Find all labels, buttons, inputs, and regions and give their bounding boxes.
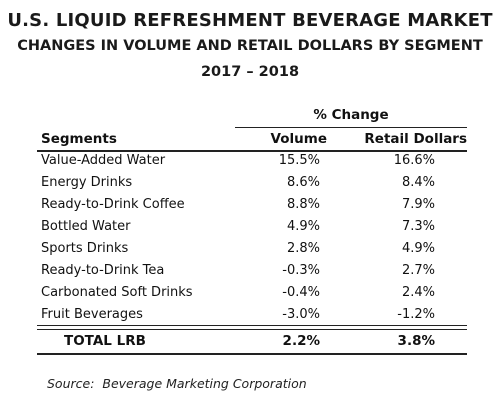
percent-change-header: % Change [313, 107, 389, 123]
table-row: Fruit Beverages -3.0% -1.2% [0, 304, 500, 326]
column-header-volume: Volume [270, 131, 327, 147]
segment-name: Fruit Beverages [41, 307, 143, 322]
segment-name: Sports Drinks [41, 241, 129, 256]
segment-name: Energy Drinks [41, 175, 133, 190]
segment-name: Value-Added Water [41, 153, 166, 168]
retail-dollars-change: 7.3% [401, 219, 435, 234]
page-title: U.S. LIQUID REFRESHMENT BEVERAGE MARKET [7, 10, 493, 31]
total-retail-dollars-change: 3.8% [397, 333, 435, 349]
volume-change: 8.6% [286, 175, 320, 190]
volume-change: -0.4% [282, 285, 320, 300]
retail-dollars-change: 4.9% [401, 241, 435, 256]
table-row: Ready-to-Drink Coffee 8.8% 7.9% [0, 194, 500, 216]
volume-change: 2.8% [286, 241, 320, 256]
retail-dollars-change: 2.7% [401, 263, 435, 278]
header-divider [37, 150, 467, 152]
table-body: Value-Added Water 15.5% 16.6% Energy Dri… [0, 150, 500, 326]
total-divider-top [37, 325, 467, 326]
table-bottom-rule [37, 353, 467, 355]
segment-name: Ready-to-Drink Coffee [41, 197, 185, 212]
volume-change: 4.9% [286, 219, 320, 234]
year-range: 2017 – 2018 [200, 64, 300, 80]
retail-dollars-change: -1.2% [397, 307, 435, 322]
table-row: Energy Drinks 8.6% 8.4% [0, 172, 500, 194]
table-row: Carbonated Soft Drinks -0.4% 2.4% [0, 282, 500, 304]
segment-name: Ready-to-Drink Tea [41, 263, 165, 278]
page-subtitle: CHANGES IN VOLUME AND RETAIL DOLLARS BY … [17, 38, 483, 54]
table-row: Bottled Water 4.9% 7.3% [0, 216, 500, 238]
segment-name: Carbonated Soft Drinks [41, 285, 193, 300]
volume-change: 15.5% [278, 153, 320, 168]
retail-dollars-change: 7.9% [401, 197, 435, 212]
total-row: TOTAL LRB 2.2% 3.8% [0, 331, 500, 353]
retail-dollars-change: 16.6% [393, 153, 435, 168]
segment-name: Bottled Water [41, 219, 131, 234]
total-label: TOTAL LRB [64, 333, 146, 349]
volume-change: -0.3% [282, 263, 320, 278]
table-row: Ready-to-Drink Tea -0.3% 2.7% [0, 260, 500, 282]
total-volume-change: 2.2% [282, 333, 320, 349]
retail-dollars-change: 8.4% [401, 175, 435, 190]
table-row: Sports Drinks 2.8% 4.9% [0, 238, 500, 260]
total-divider-double [37, 329, 467, 330]
volume-change: 8.8% [286, 197, 320, 212]
volume-change: -3.0% [282, 307, 320, 322]
source-note: Source: Beverage Marketing Corporation [47, 376, 307, 391]
percent-change-rule [235, 127, 467, 128]
column-header-retail-dollars: Retail Dollars [364, 131, 467, 147]
retail-dollars-change: 2.4% [401, 285, 435, 300]
column-header-segments: Segments [41, 131, 117, 147]
table-row: Value-Added Water 15.5% 16.6% [0, 150, 500, 172]
